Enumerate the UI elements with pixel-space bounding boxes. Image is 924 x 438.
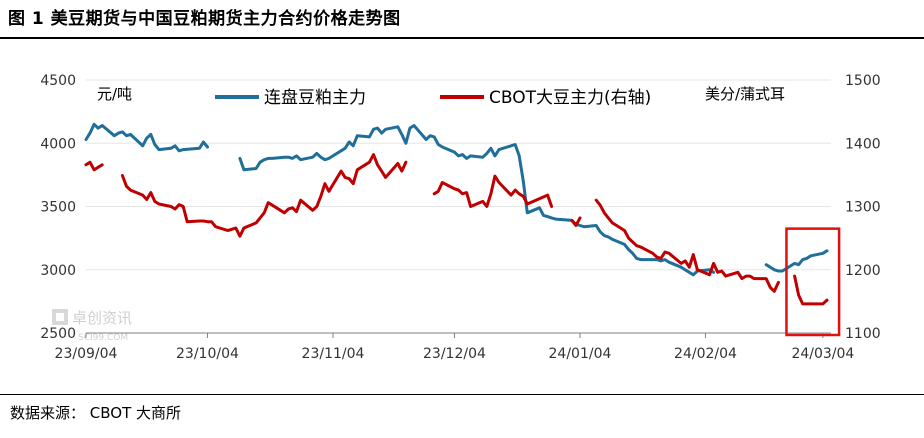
left-tick-label: 4000 bbox=[40, 136, 76, 152]
watermark-logo-inner bbox=[56, 313, 64, 321]
x-tick-label: 23/10/04 bbox=[176, 346, 239, 362]
x-tick-label: 23/12/04 bbox=[423, 346, 486, 362]
y-gridlines bbox=[86, 79, 831, 271]
price-chart: 卓创资讯 SCI99.COM 2500 3000 3500 4000 4500 1100 1… bbox=[40, 73, 880, 362]
right-tick-label: 1200 bbox=[845, 263, 881, 279]
cbot-soybean-line-segment bbox=[793, 274, 829, 306]
x-tick-label: 24/01/04 bbox=[549, 346, 612, 362]
cbot-soybean-line-segment bbox=[570, 216, 582, 227]
left-tick-label: 3500 bbox=[40, 200, 76, 216]
right-tick-label: 1100 bbox=[845, 326, 881, 342]
highlight-box bbox=[785, 227, 841, 337]
title-rule bbox=[0, 37, 924, 39]
legend-label-cbot: CBOT大豆主力(右轴) bbox=[489, 88, 651, 108]
axes: 2500 3000 3500 4000 4500 1100 1200 1300 1400 1500… bbox=[40, 73, 880, 362]
dce-soymeal-line-segment bbox=[238, 124, 716, 277]
watermark-subtext: SCI99.COM bbox=[78, 333, 128, 343]
x-tick-label: 23/09/04 bbox=[55, 346, 118, 362]
series-lines bbox=[84, 122, 829, 306]
dce-soymeal-line-segment bbox=[764, 249, 829, 273]
right-axis-unit: 美分/蒲式耳 bbox=[705, 85, 785, 103]
highlight-layer bbox=[785, 227, 841, 337]
watermark: 卓创资讯 SCI99.COM bbox=[52, 309, 132, 343]
legend: 连盘豆粕主力 CBOT大豆主力(右轴) bbox=[215, 88, 651, 108]
right-tick-label: 1400 bbox=[845, 136, 881, 152]
right-tick-label: 1300 bbox=[845, 200, 881, 216]
dce-soymeal-line-segment bbox=[84, 122, 209, 153]
cbot-soybean-line-segment bbox=[84, 160, 104, 172]
watermark-text: 卓创资讯 bbox=[72, 309, 132, 327]
figure-title: 图 1 美豆期货与中国豆粕期货主力合约价格走势图 bbox=[8, 9, 401, 29]
left-tick-label: 4500 bbox=[40, 73, 76, 89]
cbot-soybean-line-segment bbox=[432, 174, 554, 208]
right-tick-label: 1500 bbox=[845, 73, 881, 89]
cbot-soybean-line-segment bbox=[120, 153, 408, 238]
source-rule bbox=[0, 394, 924, 395]
legend-label-dce: 连盘豆粕主力 bbox=[264, 88, 366, 108]
x-tick-label: 23/11/04 bbox=[302, 346, 365, 362]
left-tick-label: 3000 bbox=[40, 263, 76, 279]
left-axis-unit: 元/吨 bbox=[97, 85, 132, 103]
left-tick-label: 2500 bbox=[40, 326, 76, 342]
source-note: 数据来源： CBOT 大商所 bbox=[10, 404, 182, 422]
x-tick-label: 24/02/04 bbox=[674, 346, 737, 362]
cbot-soybean-line-segment bbox=[594, 198, 780, 293]
x-tick-label: 24/03/04 bbox=[791, 346, 854, 362]
